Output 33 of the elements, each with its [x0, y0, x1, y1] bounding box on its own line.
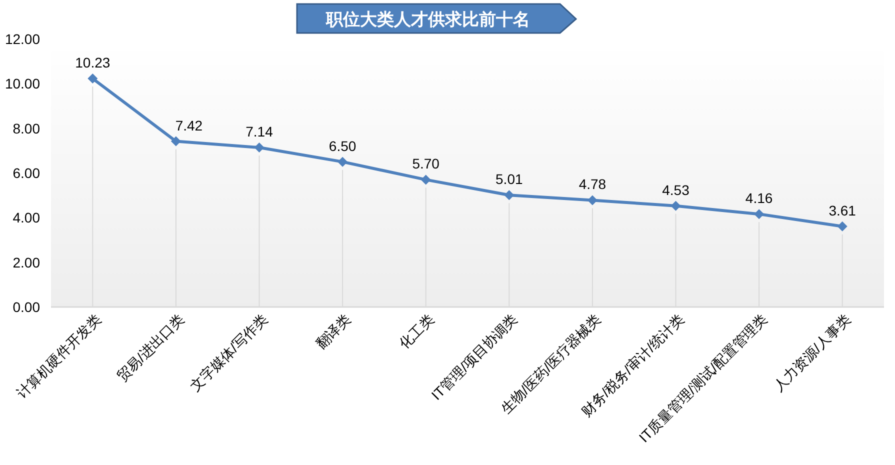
data-label: 5.70	[412, 156, 440, 172]
point	[170, 136, 181, 146]
point	[338, 156, 348, 167]
data-label: 4.53	[662, 182, 690, 198]
point	[837, 221, 848, 232]
data-label: 6.50	[328, 138, 356, 154]
data-label: 7.14	[246, 124, 274, 140]
y-tick-label: 4.00	[12, 210, 40, 226]
point	[254, 142, 264, 153]
point	[88, 74, 98, 84]
y-tick-label: 8.00	[12, 120, 40, 136]
data-label: 5.01	[496, 171, 523, 188]
y-tick-label: 2.00	[12, 254, 40, 270]
x-tick-label: 贸易/进出口类	[114, 310, 188, 384]
y-tick-label: 0.00	[12, 299, 40, 315]
x-tick-label: 人力资源/人事类	[770, 310, 854, 394]
data-label: 3.61	[828, 202, 856, 218]
data-label: 7.42	[175, 117, 203, 134]
data-label: 4.16	[745, 190, 773, 206]
point	[670, 200, 681, 211]
x-tick-label: 文字媒体/写作类	[187, 310, 270, 394]
x-tick-label: 化工类	[396, 310, 437, 352]
data-label: 4.78	[578, 176, 606, 192]
point	[420, 174, 431, 185]
point	[504, 190, 514, 200]
data-label: 10.23	[75, 54, 110, 71]
y-tick-label: 10.00	[4, 76, 40, 92]
point	[587, 195, 598, 206]
point	[754, 209, 764, 220]
x-tick-label: 翻译类	[312, 310, 354, 352]
y-tick-label: 6.00	[12, 165, 40, 181]
chart-title: 职位大类人才供求比前十名	[325, 10, 530, 29]
y-tick-label: 12.00	[4, 31, 40, 47]
